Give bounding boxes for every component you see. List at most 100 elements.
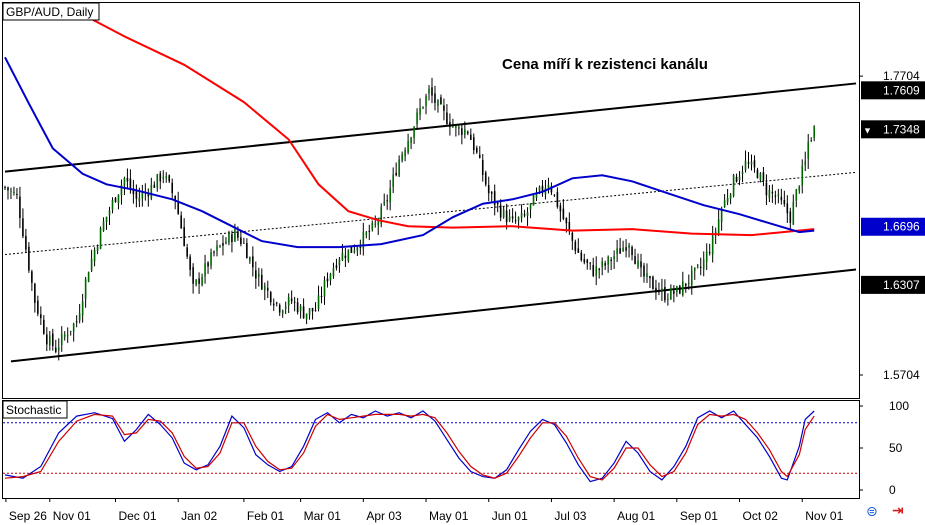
- candle: [332, 262, 335, 279]
- candle: [813, 125, 815, 142]
- candle: [240, 231, 242, 247]
- candle: [798, 185, 801, 194]
- candle: [365, 231, 368, 239]
- candle: [87, 271, 90, 283]
- candle: [338, 257, 341, 273]
- candle: [258, 267, 260, 287]
- candle: [192, 263, 194, 294]
- arrow-right-icon[interactable]: ⇥: [892, 503, 904, 519]
- x-tick-label: Mar 01: [304, 509, 342, 523]
- candle: [216, 240, 218, 257]
- candle: [598, 267, 601, 279]
- candle: [496, 200, 499, 213]
- candle: [401, 151, 403, 163]
- channel-lower-line[interactable]: [10, 268, 857, 363]
- candle: [741, 165, 744, 182]
- candle: [96, 244, 99, 255]
- price-tick-label: 1.5704: [883, 368, 920, 382]
- candle: [177, 191, 179, 215]
- candle: [69, 330, 72, 336]
- candle: [114, 196, 117, 203]
- candle: [398, 155, 400, 178]
- candle: [682, 271, 684, 297]
- candle: [416, 108, 418, 130]
- candle: [72, 322, 75, 342]
- candle: [78, 304, 81, 324]
- stochastic-tick-label: 0: [889, 483, 896, 497]
- price-tick-label: 1.7704: [883, 69, 920, 83]
- candle: [520, 204, 523, 223]
- price-tag: [861, 120, 925, 139]
- candle: [729, 192, 732, 205]
- moving-average-red: [64, 4, 815, 237]
- candle: [386, 194, 389, 210]
- candle: [263, 282, 266, 301]
- candle: [66, 327, 69, 343]
- candle: [243, 237, 245, 245]
- candle: [634, 248, 636, 265]
- candle: [296, 297, 299, 315]
- candle: [302, 298, 305, 319]
- candle: [123, 176, 126, 195]
- candle: [475, 145, 478, 154]
- candle: [756, 167, 759, 179]
- candle: [201, 273, 203, 287]
- candle: [610, 257, 612, 271]
- candle: [84, 276, 87, 308]
- candle: [102, 217, 105, 232]
- price-tag-label: 1.7609: [883, 83, 920, 97]
- candle: [738, 171, 741, 186]
- candle: [266, 280, 269, 299]
- symbol-title-box: [2, 2, 100, 21]
- candle: [210, 248, 212, 270]
- candle: [702, 251, 705, 277]
- candle: [28, 242, 30, 273]
- candle: [132, 179, 135, 204]
- candle: [4, 185, 6, 190]
- candle: [275, 301, 278, 307]
- candle: [93, 247, 96, 267]
- candle: [222, 235, 224, 256]
- candle: [392, 167, 394, 194]
- candle: [783, 190, 786, 207]
- channel-middle-line[interactable]: [4, 171, 857, 256]
- candle: [458, 124, 460, 136]
- candle: [640, 253, 642, 278]
- candle: [34, 282, 36, 313]
- candle: [493, 184, 496, 216]
- candle: [499, 199, 502, 222]
- price-marker: ▼: [863, 125, 872, 135]
- candle: [547, 177, 550, 194]
- candle: [347, 249, 350, 263]
- candle: [481, 154, 484, 182]
- candle: [478, 146, 481, 159]
- candle: [487, 176, 490, 202]
- candle: [126, 168, 129, 189]
- x-tick-label: Nov 01: [805, 509, 843, 523]
- candle: [490, 190, 493, 202]
- candle: [147, 188, 150, 207]
- x-tick-label: May 01: [429, 509, 469, 523]
- candle: [464, 121, 466, 139]
- candle: [735, 173, 738, 183]
- candle: [186, 243, 188, 259]
- channel-upper-line[interactable]: [4, 82, 857, 173]
- stochastic-line-signal: [4, 413, 815, 481]
- candle: [326, 272, 329, 288]
- candle: [449, 113, 451, 136]
- candle: [679, 284, 681, 295]
- candle: [604, 260, 606, 271]
- candle: [314, 302, 317, 312]
- candle: [425, 93, 427, 115]
- candle: [43, 315, 45, 335]
- x-tick-label: Apr 03: [366, 509, 402, 523]
- candle: [804, 151, 807, 172]
- chart-annotation: Cena míří k rezistenci kanálu: [502, 56, 708, 73]
- link-icon[interactable]: ⊜: [866, 504, 878, 520]
- candle: [589, 262, 592, 270]
- candle: [165, 172, 168, 183]
- candle: [643, 262, 645, 283]
- candle: [150, 177, 153, 201]
- candle: [37, 295, 39, 317]
